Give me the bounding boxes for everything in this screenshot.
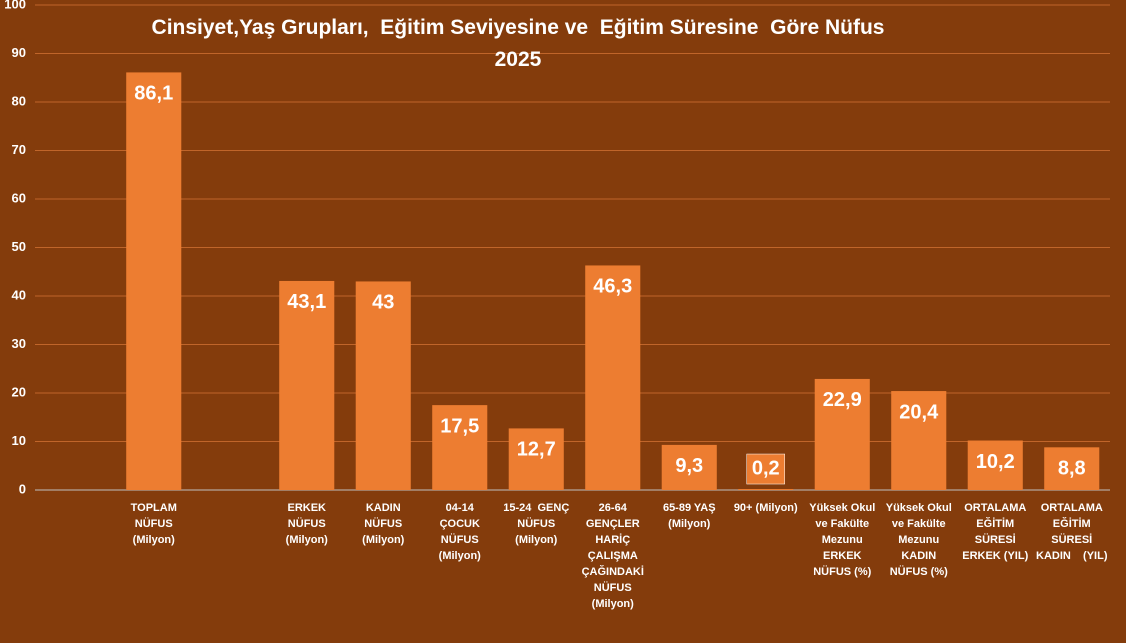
x-tick-label: 90+ (Milyon) (733, 502, 798, 514)
bar (1044, 447, 1100, 490)
value-label: 12,7 (517, 439, 556, 461)
y-tick-label: 0 (19, 481, 26, 496)
x-tick-label: 65-89 YAŞ (Milyon) (662, 502, 716, 530)
value-label: 8,8 (1058, 458, 1086, 480)
y-tick-label: 30 (12, 336, 26, 351)
y-tick-label: 60 (12, 190, 26, 205)
value-label: 22,9 (823, 389, 862, 411)
x-tick-label: 15-24 GENÇ NÜFUS (Milyon) (503, 502, 570, 546)
value-label: 20,4 (899, 401, 939, 423)
x-tick-label: 26-64 GENÇLER HARİÇ ÇALIŞMA ÇAĞINDAKİ NÜ… (581, 502, 644, 610)
value-label: 46,3 (593, 276, 632, 298)
bar (508, 428, 564, 490)
y-tick-label: 70 (12, 142, 26, 157)
y-tick-label: 90 (12, 45, 26, 60)
x-tick-label: KADIN NÜFUS (Milyon) (362, 502, 405, 546)
y-tick-label: 50 (12, 239, 26, 254)
x-tick-label: ORTALAMA EĞİTİM SÜRESİ KADIN (YIL) (1036, 502, 1108, 562)
value-label: 0,2 (752, 457, 780, 479)
x-tick-label: Yüksek Okul ve Fakülte Mezunu ERKEK NÜFU… (809, 502, 876, 578)
value-label-box (746, 453, 785, 485)
bar (967, 440, 1023, 490)
y-tick-label: 80 (12, 93, 26, 108)
bar (585, 265, 641, 490)
bar (279, 280, 335, 490)
y-tick-label: 20 (12, 384, 26, 399)
y-tick-label: 40 (12, 287, 26, 302)
value-label: 17,5 (440, 415, 479, 437)
y-tick-label: 10 (12, 433, 26, 448)
x-tick-label: TOPLAM NÜFUS (Milyon) (130, 502, 177, 546)
x-tick-label: Yüksek Okul ve Fakülte Mezunu KADIN NÜFU… (885, 502, 952, 578)
value-label: 43 (372, 292, 394, 314)
y-tick-label: 100 (4, 0, 26, 11)
bar (814, 378, 870, 490)
value-label: 43,1 (287, 291, 326, 313)
bar (355, 281, 411, 490)
x-tick-label: ORTALAMA EĞİTİM SÜRESİ ERKEK (YIL) (962, 502, 1029, 562)
bar (126, 72, 182, 490)
chart-title: Cinsiyet,Yaş Grupları, Eğitim Seviyesine… (151, 16, 885, 71)
bar (738, 489, 794, 490)
x-tick-label: 04-14 ÇOCUK NÜFUS (Milyon) (438, 502, 481, 562)
x-tick-label: ERKEK NÜFUS (Milyon) (285, 502, 328, 546)
bar (432, 405, 488, 490)
value-label: 10,2 (976, 451, 1015, 473)
value-label: 86,1 (134, 83, 173, 105)
bar (661, 444, 717, 490)
bar (891, 391, 947, 490)
value-label: 9,3 (675, 455, 703, 477)
